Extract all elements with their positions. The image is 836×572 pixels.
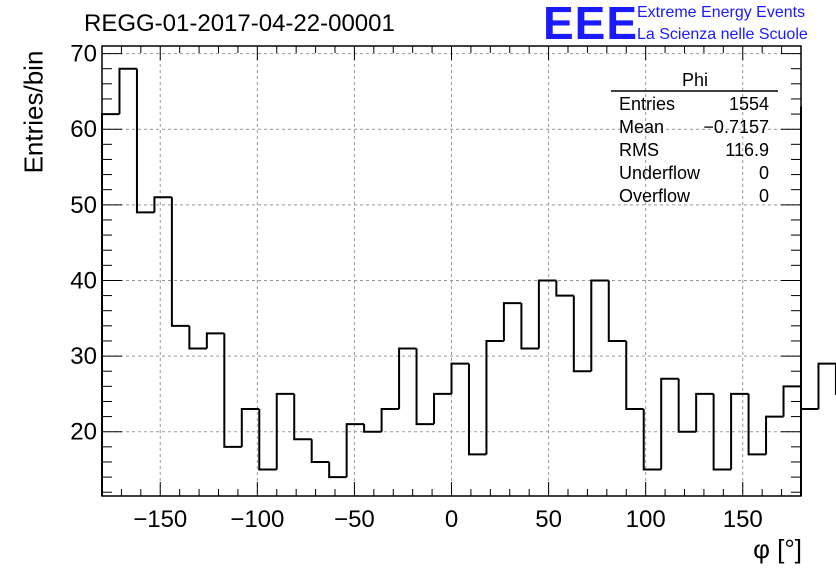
histogram-bin (677, 378, 697, 433)
histogram-bin (258, 409, 277, 471)
histogram-bin (363, 424, 382, 433)
histogram-bin (590, 279, 609, 372)
histogram-bin (467, 363, 487, 456)
histogram-bin (537, 279, 557, 349)
stats-label-rms: RMS (619, 140, 659, 160)
y-tick-label: 60 (70, 116, 97, 143)
histogram-bin (485, 339, 504, 455)
histogram-bin (555, 280, 574, 297)
histogram-bin (502, 302, 522, 341)
histogram-bin (205, 332, 225, 349)
x-tick-label: 50 (535, 506, 562, 533)
histogram-bin (310, 439, 330, 463)
stats-value-overflow: 0 (758, 186, 769, 206)
y-tick-label: 30 (70, 343, 97, 370)
histogram-bin (607, 280, 627, 342)
histogram-bin (520, 303, 539, 350)
histogram-bin (170, 197, 190, 327)
histogram-bin (800, 386, 819, 411)
histogram-bin (223, 333, 242, 448)
histogram-bin (101, 113, 120, 496)
stats-label-underflow: Underflow (619, 163, 701, 183)
histogram-bin (730, 392, 749, 470)
histogram-bin (398, 347, 417, 410)
histogram-bin (450, 362, 469, 394)
y-tick-label: 40 (70, 267, 97, 294)
histogram-bin (695, 392, 714, 432)
histogram-bin (293, 393, 312, 441)
stats-label-mean: Mean (619, 117, 665, 137)
stats-value-underflow: 0 (758, 163, 769, 183)
histogram-bin (415, 348, 435, 426)
eee-logo: EEE (543, 0, 639, 49)
stats-label-entries: Entries (619, 94, 676, 114)
logo-line-1: Extreme Energy Events (637, 4, 806, 21)
chart-title: REGG-01-2017-04-22-00001 (84, 10, 395, 37)
histogram-bin (712, 393, 732, 471)
histogram-bin (118, 67, 137, 115)
histogram-bin (275, 392, 295, 470)
x-axis-label: φ [°] (753, 534, 802, 564)
histogram-bin (660, 377, 679, 470)
histogram-bin (240, 408, 260, 447)
stats-value-mean: −0.7157 (703, 117, 769, 137)
y-tick-label: 70 (70, 41, 97, 68)
histogram-bin (380, 408, 400, 432)
histogram-bin (153, 196, 172, 213)
y-axis-label: Entries/bin (18, 50, 49, 174)
histogram-bin (747, 393, 767, 456)
x-tick-label: 150 (723, 506, 763, 533)
logo-line-2: La Scienza nelle Scuole (637, 26, 808, 43)
histogram-bin (135, 68, 155, 214)
y-tick-label: 20 (70, 419, 97, 446)
histogram-bin (642, 409, 662, 471)
x-tick-label: −50 (334, 506, 375, 533)
axis-tick-labels: −150 −100 −50 0 50 100 150 20 30 40 50 60 70 (70, 41, 762, 533)
stats-value-entries: 1554 (728, 94, 769, 114)
axis-ticks (101, 46, 802, 496)
histogram-bin (188, 325, 207, 350)
histogram-bin (765, 415, 784, 455)
stats-box-title: Phi (682, 70, 709, 90)
histogram-bin (817, 362, 836, 410)
histogram-bin (625, 340, 644, 411)
histogram-bin (345, 423, 365, 478)
y-tick-label: 50 (70, 192, 97, 219)
stats-value-rms: 116.9 (725, 140, 769, 160)
x-tick-label: −100 (230, 506, 284, 533)
x-tick-label: 0 (445, 506, 458, 533)
histogram-bin (572, 295, 592, 373)
x-tick-label: −150 (133, 506, 187, 533)
histogram-bin (328, 461, 347, 479)
stats-label-overflow: Overflow (619, 186, 691, 206)
x-tick-label: 100 (626, 506, 666, 533)
histogram-bin (433, 392, 452, 425)
